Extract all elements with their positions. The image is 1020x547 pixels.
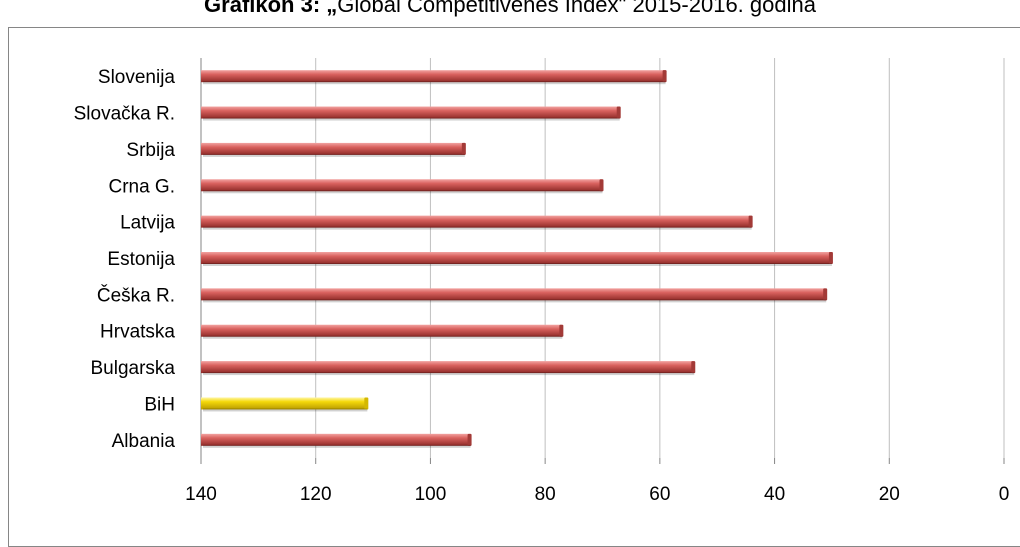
bar-end-cap bbox=[559, 324, 564, 337]
bar bbox=[201, 70, 666, 83]
chart-title-rest: Global Competitivenes Index" 2015-2016. … bbox=[337, 0, 816, 17]
bar-end-cap bbox=[467, 433, 472, 446]
bar-end-cap bbox=[823, 288, 828, 301]
bar-series bbox=[201, 142, 466, 157]
category-label: Češka R. bbox=[97, 284, 175, 306]
x-tick-label: 140 bbox=[185, 484, 217, 505]
bar-end-cap bbox=[599, 179, 604, 192]
bar-series bbox=[201, 324, 564, 339]
category-label: Slovenija bbox=[98, 67, 176, 88]
bar-shadow bbox=[203, 263, 832, 266]
bar-shadow bbox=[203, 372, 695, 376]
x-tick-label: 20 bbox=[879, 484, 900, 505]
bar-shadow bbox=[203, 444, 471, 448]
bar bbox=[201, 179, 603, 192]
bar-chart: Albania BiH Bulgarska Hrvatska Češka R. Eston… bbox=[74, 58, 1009, 505]
bar bbox=[201, 142, 465, 155]
bar bbox=[201, 433, 471, 446]
x-tick-label: 40 bbox=[764, 484, 785, 505]
bar-shadow bbox=[203, 299, 827, 303]
bar-shadow bbox=[203, 408, 368, 412]
chart-title: Grafikon 3: „Global Competitivenes Index… bbox=[0, 0, 1020, 18]
category-label: Bulgarska bbox=[91, 358, 176, 379]
bar-series bbox=[201, 70, 667, 85]
bar bbox=[201, 361, 695, 374]
bar-end-cap bbox=[364, 397, 369, 410]
bar bbox=[201, 106, 620, 119]
category-label: Estonija bbox=[107, 249, 175, 270]
bar-end-cap bbox=[748, 215, 753, 228]
x-tick-label: 100 bbox=[415, 484, 447, 505]
category-label: Hrvatska bbox=[100, 322, 175, 343]
x-tick-label: 60 bbox=[649, 484, 670, 505]
bar-series bbox=[201, 288, 828, 303]
bar-shadow bbox=[203, 226, 752, 230]
bar-series bbox=[201, 361, 696, 376]
bar-series bbox=[201, 106, 621, 121]
bar-end-cap bbox=[616, 106, 621, 119]
bar-end-cap bbox=[691, 361, 696, 374]
bar bbox=[201, 215, 752, 228]
category-label: BiH bbox=[144, 394, 175, 415]
bar-series bbox=[201, 433, 472, 448]
bar bbox=[201, 252, 832, 264]
bar-series bbox=[201, 179, 604, 194]
bar-end-cap bbox=[662, 70, 667, 83]
chart-title-bold: Grafikon 3: „ bbox=[204, 0, 338, 17]
category-label: Srbija bbox=[126, 140, 175, 161]
bar-shadow bbox=[203, 117, 620, 121]
bar-shadow bbox=[203, 190, 603, 194]
x-tick-labels: 140 120 100 80 60 40 20 0 bbox=[185, 484, 1009, 505]
x-tick-label: 120 bbox=[300, 484, 332, 505]
bar bbox=[201, 397, 368, 410]
bar-series bbox=[201, 252, 833, 266]
category-label: Slovačka R. bbox=[74, 104, 175, 125]
bar-end-cap bbox=[828, 252, 833, 264]
bar-shadow bbox=[203, 153, 465, 157]
x-tick-label: 80 bbox=[535, 484, 556, 505]
bar-end-cap bbox=[461, 142, 466, 155]
bars bbox=[201, 70, 833, 448]
bar bbox=[201, 288, 827, 301]
category-label: Crna G. bbox=[108, 176, 175, 197]
bar-series bbox=[201, 215, 753, 230]
bar bbox=[201, 324, 563, 337]
bar-shadow bbox=[203, 335, 563, 339]
x-tick-label: 0 bbox=[999, 484, 1010, 505]
category-label: Latvija bbox=[120, 213, 175, 234]
bar-shadow bbox=[203, 81, 666, 85]
category-labels: Albania BiH Bulgarska Hrvatska Češka R. Eston… bbox=[74, 67, 176, 452]
bar-highlight bbox=[201, 397, 369, 412]
category-label: Albania bbox=[112, 431, 176, 452]
